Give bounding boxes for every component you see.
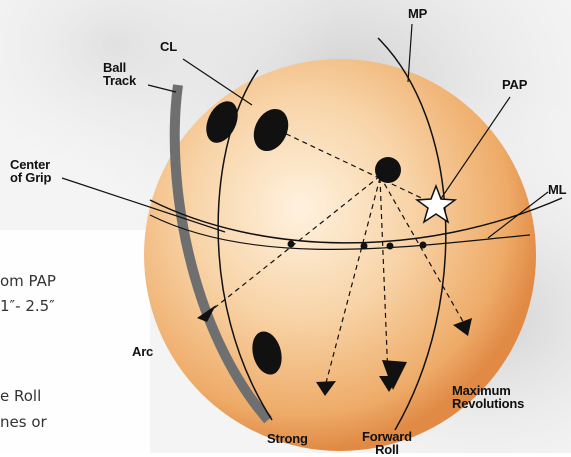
pin-dot xyxy=(375,157,401,183)
ml-label: ML xyxy=(548,182,567,197)
text-fragment-2: 1″- 2.5″ xyxy=(0,297,55,315)
star-icon xyxy=(414,183,458,224)
text-fragment-1: om PAP xyxy=(0,272,56,290)
ball-track-label: Ball Track xyxy=(103,60,136,88)
pin-to-pap-dashed xyxy=(277,129,435,205)
ml-leader xyxy=(487,191,549,239)
mp-arrow-head xyxy=(382,360,407,390)
finger-hole-1 xyxy=(206,101,238,143)
ball-track-band xyxy=(169,84,272,424)
forward-roll-label: Forward Roll xyxy=(362,429,412,457)
grip-leader xyxy=(61,177,226,233)
center-of-grip-label: Center of Grip xyxy=(10,157,52,185)
arrow-head-1 xyxy=(197,305,216,322)
ml-line xyxy=(149,197,563,244)
cl-label: CL xyxy=(160,39,177,54)
arc-label: Arc xyxy=(132,344,154,359)
grip-line xyxy=(149,214,531,250)
arrow-head-2 xyxy=(316,381,336,396)
text-fragment-3: e Roll xyxy=(0,387,42,405)
thumb-hole xyxy=(252,331,282,375)
pap-leader xyxy=(439,96,511,201)
intersection-dots xyxy=(287,240,427,250)
text-fragment-4: nes or xyxy=(0,413,47,431)
strong-label: Strong xyxy=(267,431,308,446)
mp-label: MP xyxy=(408,6,428,21)
finger-hole-2 xyxy=(253,108,289,152)
cl-leader xyxy=(182,58,253,106)
arrow-heads xyxy=(197,305,472,396)
track-leader xyxy=(147,84,177,93)
pap-label: PAP xyxy=(502,77,528,92)
mp-leader xyxy=(407,23,413,83)
maximum-revolutions-label: Maximum Revolutions xyxy=(452,383,525,411)
arrow-head-4 xyxy=(453,318,472,336)
